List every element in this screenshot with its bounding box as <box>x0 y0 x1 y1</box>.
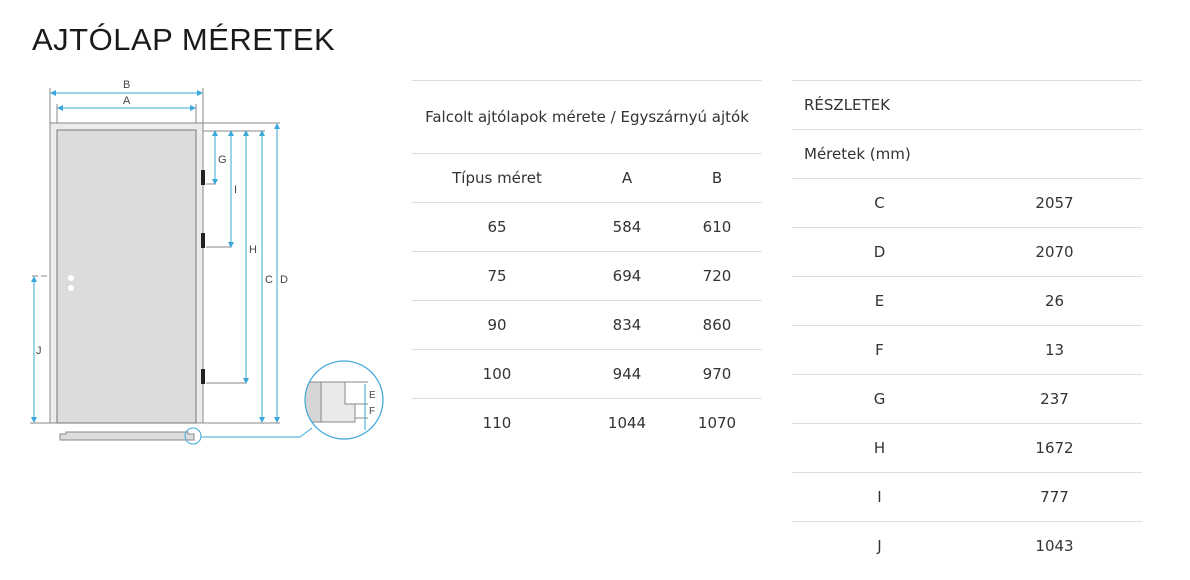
details-table-title: RÉSZLETEK <box>792 80 1142 130</box>
table-row: 110 1044 1070 <box>412 398 762 447</box>
cell-type: 110 <box>412 398 582 447</box>
table-row: D 2070 <box>792 227 1142 277</box>
details-table: RÉSZLETEK Méretek (mm) C 2057 D 2070 E 26 F… <box>792 80 1142 570</box>
table-row: 90 834 860 <box>412 300 762 350</box>
column-header: B <box>672 153 762 203</box>
cell-dimension: C <box>792 178 967 228</box>
label-j: J <box>36 345 42 357</box>
cell-value: 26 <box>967 276 1142 326</box>
hinge-icon <box>201 170 205 384</box>
cell-value: 13 <box>967 325 1142 375</box>
cell-dimension: G <box>792 374 967 424</box>
cell-a: 1044 <box>582 398 672 447</box>
cell-value: 2070 <box>967 227 1142 277</box>
cell-dimension: I <box>792 472 967 522</box>
handle-icon <box>68 275 74 291</box>
door-panel <box>56 129 197 424</box>
label-f: F <box>369 406 375 417</box>
label-a: A <box>123 95 131 107</box>
page-title: AJTÓLAP MÉRETEK <box>32 22 336 57</box>
label-b: B <box>123 79 130 91</box>
cell-b: 610 <box>672 202 762 252</box>
cell-value: 2057 <box>967 178 1142 228</box>
cell-dimension: D <box>792 227 967 277</box>
cell-a: 834 <box>582 300 672 350</box>
cell-value: 1672 <box>967 423 1142 473</box>
label-h: H <box>249 244 257 256</box>
cell-b: 860 <box>672 300 762 350</box>
cell-dimension: F <box>792 325 967 375</box>
threshold <box>59 431 195 441</box>
table-row: J 1043 <box>792 521 1142 570</box>
cell-b: 720 <box>672 251 762 301</box>
cell-value: 777 <box>967 472 1142 522</box>
table-row: C 2057 <box>792 178 1142 228</box>
table-row: 100 944 970 <box>412 349 762 399</box>
column-header: Típus méret <box>412 153 582 203</box>
cell-a: 944 <box>582 349 672 399</box>
cell-dimension: E <box>792 276 967 326</box>
cell-type: 90 <box>412 300 582 350</box>
sizes-table: Falcolt ajtólapok mérete / Egyszárnyú aj… <box>412 80 762 447</box>
label-e: E <box>369 390 376 401</box>
details-table-subtitle: Méretek (mm) <box>792 129 1142 179</box>
cell-dimension: H <box>792 423 967 473</box>
label-g: G <box>218 154 227 166</box>
cell-a: 694 <box>582 251 672 301</box>
table-row: E 26 <box>792 276 1142 326</box>
cell-type: 100 <box>412 349 582 399</box>
cell-type: 75 <box>412 251 582 301</box>
sizes-table-title: Falcolt ajtólapok mérete / Egyszárnyú aj… <box>412 80 762 154</box>
cell-value: 1043 <box>967 521 1142 570</box>
table-row: G 237 <box>792 374 1142 424</box>
cell-b: 970 <box>672 349 762 399</box>
label-d: D <box>280 274 288 286</box>
table-header-row: Típus méret A B <box>412 153 762 203</box>
door-dimension-diagram: B A G I H C D J E F <box>30 79 384 445</box>
cell-type: 65 <box>412 202 582 252</box>
detail-magnifier: E F <box>304 360 384 440</box>
label-c: C <box>265 274 273 286</box>
table-row: 65 584 610 <box>412 202 762 252</box>
table-row: I 777 <box>792 472 1142 522</box>
label-i: I <box>234 184 237 196</box>
table-row: F 13 <box>792 325 1142 375</box>
cell-value: 237 <box>967 374 1142 424</box>
cell-a: 584 <box>582 202 672 252</box>
cell-dimension: J <box>792 521 967 570</box>
table-row: 75 694 720 <box>412 251 762 301</box>
cell-b: 1070 <box>672 398 762 447</box>
table-row: H 1672 <box>792 423 1142 473</box>
column-header: A <box>582 153 672 203</box>
